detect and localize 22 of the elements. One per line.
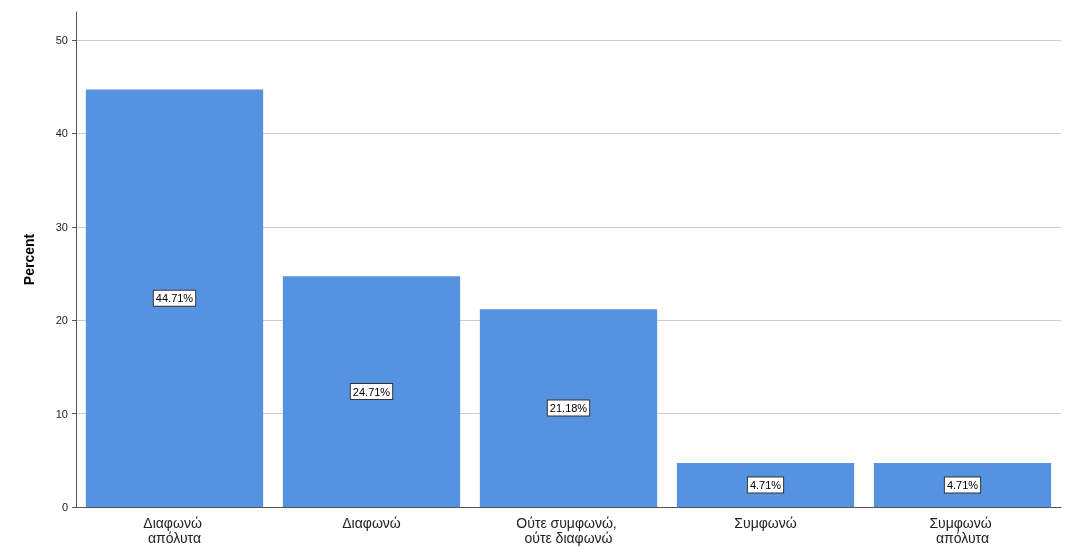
bar [676,463,855,507]
data-label: 24.71% [352,385,391,398]
x-tick-label: Διαφωνώ απόλυτα [143,514,206,546]
y-tick-label: 10 [55,407,68,420]
y-tick-label: 20 [55,314,68,327]
x-tick-label: Ούτε συμφωνώ, ούτε διαφωνώ [516,514,621,546]
y-tick-label: 50 [55,34,68,47]
data-label: 44.71% [155,292,194,305]
x-tick-label: Συμφωνώ [734,514,797,531]
data-label: 21.18% [549,402,588,415]
bar [873,463,1052,507]
y-axis-title: Percent [21,233,37,286]
x-tick-label: Συμφωνώ απόλυτα [929,514,996,546]
y-tick-label: 30 [55,220,68,233]
y-tick-label: 0 [61,501,68,513]
data-label: 4.71% [749,479,782,492]
y-tick-label: 40 [55,127,68,140]
bar [85,89,264,507]
bar [479,309,658,507]
x-tick-label: Διαφωνώ [342,514,401,531]
data-label: 4.71% [946,479,979,492]
bar [282,276,461,507]
